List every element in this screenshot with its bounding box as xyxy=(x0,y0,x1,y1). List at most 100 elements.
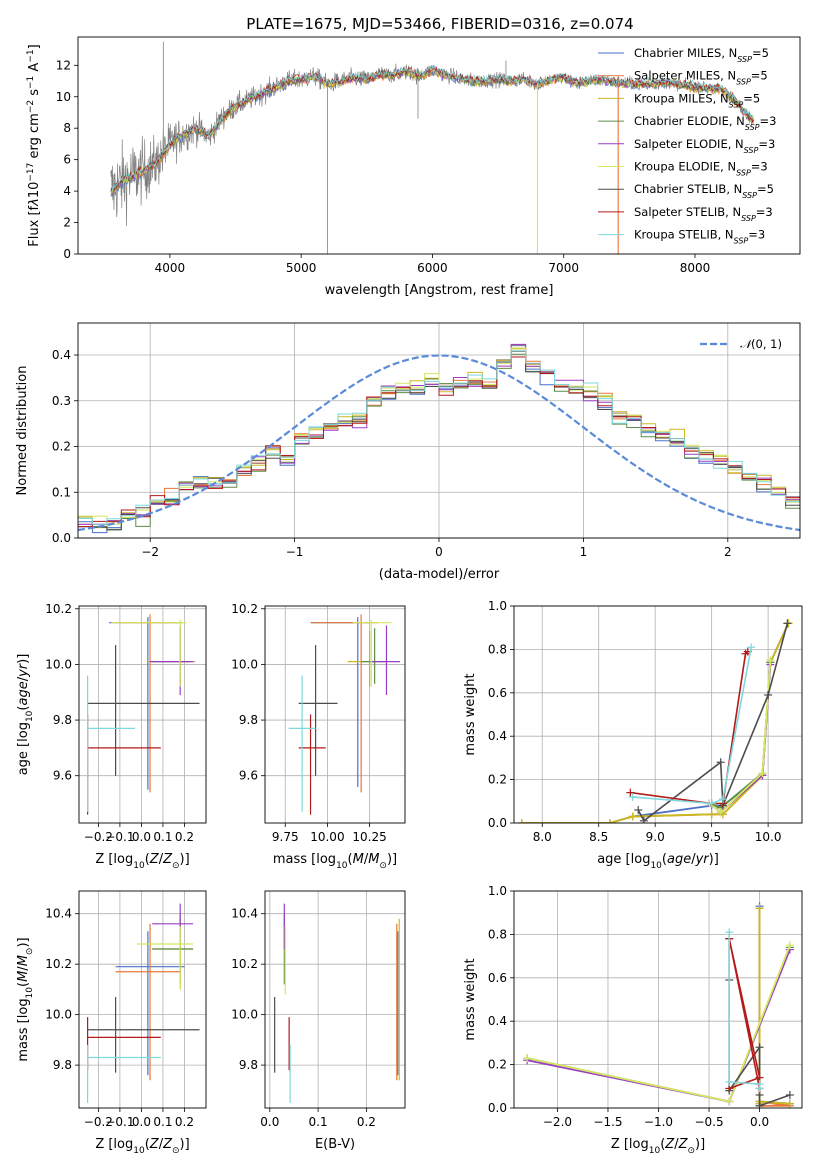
x-axis-label: E(B-V) xyxy=(315,1137,355,1152)
y-tick-label: 0.2 xyxy=(488,773,507,787)
weight-marker-chabrier-stelib xyxy=(785,1090,794,1099)
x-tick-label: 0.0 xyxy=(750,1115,769,1129)
error-cross-salpeter-elodie xyxy=(152,903,194,950)
y-tick-label: 10.0 xyxy=(45,657,72,671)
x-tick-label: 5000 xyxy=(286,261,317,275)
age-vs-mass-panel: 9.75 10.00 10.25 9.6 9.8 10.0 10.2 mass [log10(… xyxy=(231,602,406,871)
y-axis-label: age [log10(age/yr)] xyxy=(16,654,35,776)
axes: 4000 5000 6000 7000 8000 0 2 4 6 8 10 12 wavelength … xyxy=(26,36,801,298)
x-tick-label: 8.0 xyxy=(533,830,552,844)
x-tick-label: 10.0 xyxy=(755,830,782,844)
y-tick-label: 0.2 xyxy=(488,1058,507,1072)
y-tick-label: 0.4 xyxy=(52,348,71,362)
plot-area xyxy=(87,614,200,815)
weight-marker-kroupa-elodie xyxy=(785,941,794,950)
axes-frame xyxy=(264,605,406,824)
weight-marker-chabrier-stelib xyxy=(755,1101,764,1108)
x-axis-label: Z [log10(Z/Z⊙)] xyxy=(95,852,189,871)
x-tick-label: 6000 xyxy=(417,261,448,275)
x-tick-label: 8.5 xyxy=(589,830,608,844)
weight-marker-kroupa-stelib xyxy=(755,1084,764,1093)
weight-marker-chabrier-stelib xyxy=(764,690,773,699)
error-cross-salpeter-elodie xyxy=(371,625,400,696)
legend-label-salpeter-miles: Salpeter MILES, NSSP=5 xyxy=(634,69,768,87)
x-tick-label: 9.5 xyxy=(702,830,721,844)
y-tick-label: 9.6 xyxy=(239,769,258,783)
error-cross-kroupa-miles xyxy=(147,631,196,687)
legend-label-kroupa-miles: Kroupa MILES, NSSP=5 xyxy=(634,91,760,109)
plot-area xyxy=(274,903,400,1103)
legend-label-salpeter-elodie: Salpeter ELODIE, NSSP=3 xyxy=(634,137,775,155)
weight-line-chabrier-elodie xyxy=(709,662,772,809)
weight-marker-chabrier-stelib xyxy=(783,619,792,628)
y-tick-label: 1.0 xyxy=(488,884,507,898)
x-tick-label: 0.2 xyxy=(175,830,194,844)
spectrum-panel: 4000 5000 6000 7000 8000 0 2 4 6 8 10 12 wavelength … xyxy=(26,36,801,298)
y-tick-label: 6 xyxy=(63,153,71,167)
y-tick-label: 9.8 xyxy=(239,1058,258,1072)
y-axis-label: mass [log10(M/M⊙)] xyxy=(16,937,35,1061)
weight-marker-kroupa-stelib xyxy=(718,795,727,804)
y-axis-label: mass weight xyxy=(463,673,478,755)
x-tick-label: 2 xyxy=(724,545,732,559)
y-axis-label: Normed distribution xyxy=(15,366,30,496)
x-tick-label: 0.0 xyxy=(132,1115,151,1129)
error-cross-kroupa-stelib xyxy=(288,675,316,812)
weight-marker-kroupa-miles xyxy=(628,812,637,821)
error-cross-kroupa-miles xyxy=(347,631,385,687)
weight-marker-kroupa-elodie xyxy=(758,769,767,778)
normal-distribution-curve xyxy=(78,354,800,532)
weight-line-kroupa-elodie xyxy=(708,660,772,814)
x-tick-label: −1.0 xyxy=(644,1115,673,1129)
y-axis-label: Flux [fλ10−17 erg cm−2 s−1 A−1] xyxy=(26,44,42,246)
weight-marker-kroupa-miles xyxy=(785,1099,794,1108)
axes: −0.2−0.10.0 0.1 0.2 9.8 10.0 10.2 10.4 Z [log10… xyxy=(16,890,207,1156)
y-tick-label: 0.8 xyxy=(488,642,507,656)
error-cross-chabrier-stelib xyxy=(87,996,200,1073)
axes-frame xyxy=(77,322,801,539)
y-tick-label: 0.6 xyxy=(488,971,507,985)
y-tick-label: 9.8 xyxy=(239,713,258,727)
x-tick-label: 10.25 xyxy=(352,830,386,844)
x-axis-label: Z [log10(Z/Z⊙)] xyxy=(95,1137,189,1156)
axes-frame xyxy=(513,605,803,824)
y-axis-label: mass weight xyxy=(463,958,478,1040)
x-tick-label: 0.2 xyxy=(357,1115,376,1129)
error-cross-salpeter-stelib xyxy=(298,714,326,815)
legend-label-normal: 𝒩(0, 1) xyxy=(740,337,782,351)
x-axis-label: Z [log10(Z/Z⊙)] xyxy=(611,1137,705,1156)
residual-legend: 𝒩(0, 1) xyxy=(700,337,782,351)
y-tick-label: 9.8 xyxy=(53,713,72,727)
plot-area xyxy=(78,343,800,534)
axes: −0.2−0.10.0 0.1 0.2 9.6 9.8 10.0 10.2 Z [log10(… xyxy=(16,602,207,871)
error-cross-chabrier-stelib xyxy=(298,644,338,776)
error-cross-kroupa-miles xyxy=(152,918,194,990)
plot-area xyxy=(87,903,200,1103)
x-tick-label: −2.0 xyxy=(543,1115,572,1129)
weight-marker-chabrier-stelib xyxy=(639,816,648,823)
y-tick-label: 0.0 xyxy=(52,531,71,545)
plot-area xyxy=(523,902,794,1108)
y-tick-label: 8 xyxy=(63,121,71,135)
x-tick-label: 9.0 xyxy=(646,830,665,844)
spectrum-legend: Chabrier MILES, NSSP=5 Salpeter MILES, NS… xyxy=(598,46,776,245)
axes-frame xyxy=(77,36,801,255)
legend-label-kroupa-elodie: Kroupa ELODIE, NSSP=3 xyxy=(634,160,768,178)
y-tick-label: 10.0 xyxy=(45,1008,72,1022)
y-tick-label: 10.4 xyxy=(45,907,72,921)
legend-label-chabrier-elodie: Chabrier ELODIE, NSSP=3 xyxy=(634,114,776,132)
y-tick-label: 4 xyxy=(63,184,71,198)
legend-label-salpeter-stelib: Salpeter STELIB, NSSP=3 xyxy=(634,205,773,223)
axes: −2.0 −1.5 −1.0 −0.5 0.0 0.0 0.2 0.4 0.6 0.8 1.0 Z [… xyxy=(463,884,803,1156)
x-tick-label: −1 xyxy=(286,545,304,559)
grid-lines xyxy=(265,891,405,1108)
weight-marker-chabrier-stelib xyxy=(716,758,725,767)
weight-line-salpeter-stelib xyxy=(728,938,761,1090)
x-tick-label: 0.1 xyxy=(309,1115,328,1129)
error-cross-chabrier-elodie xyxy=(361,628,384,684)
weight-marker-kroupa-elodie xyxy=(716,808,725,817)
x-axis-label: age [log10(age/yr)] xyxy=(597,852,719,871)
weight-marker-kroupa-elodie xyxy=(523,1054,532,1063)
weight-marker-kroupa-stelib xyxy=(747,643,756,652)
axes: 9.75 10.00 10.25 9.6 9.8 10.0 10.2 mass [log10(… xyxy=(231,602,406,871)
